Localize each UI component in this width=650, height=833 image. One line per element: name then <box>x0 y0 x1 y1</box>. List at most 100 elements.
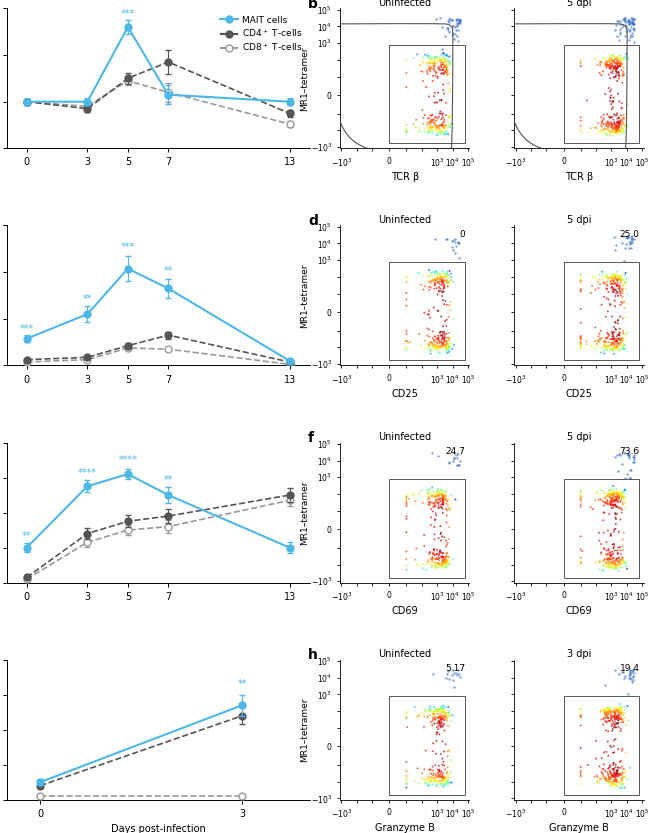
Point <box>618 341 628 354</box>
Point <box>612 490 623 503</box>
Point <box>424 330 434 343</box>
Point <box>619 302 629 315</box>
Point <box>443 346 454 359</box>
Point <box>433 61 443 74</box>
Point <box>433 333 443 347</box>
Point <box>606 776 617 789</box>
Point <box>619 706 630 720</box>
Point <box>615 337 625 350</box>
Point <box>606 769 617 782</box>
Point <box>433 489 443 502</box>
Point <box>575 484 586 497</box>
Point <box>432 125 442 138</box>
Point <box>426 274 437 287</box>
Point <box>601 58 612 72</box>
Point <box>432 770 443 783</box>
Point <box>429 340 439 353</box>
Point <box>619 276 630 289</box>
Point <box>607 486 618 499</box>
Point <box>595 333 605 347</box>
X-axis label: CD25: CD25 <box>391 389 418 399</box>
Point <box>598 770 608 783</box>
Point <box>442 554 452 567</box>
Point <box>612 560 622 573</box>
Point <box>430 232 440 246</box>
Point <box>619 496 630 510</box>
Point <box>608 267 619 281</box>
Point <box>441 118 451 132</box>
Point <box>594 534 604 547</box>
Point <box>612 500 623 513</box>
Point <box>436 716 447 729</box>
Point <box>609 116 619 129</box>
Point <box>413 267 424 280</box>
Point <box>597 563 607 576</box>
Point <box>433 128 443 142</box>
Point <box>424 304 434 317</box>
Point <box>424 704 434 717</box>
Point <box>618 709 628 722</box>
Point <box>424 127 434 140</box>
Point <box>598 718 608 731</box>
Point <box>606 548 616 561</box>
Point <box>432 343 442 357</box>
Point <box>436 560 447 573</box>
Point <box>604 707 614 721</box>
Point <box>603 58 613 72</box>
Point <box>442 63 452 77</box>
Point <box>450 448 461 461</box>
Point <box>437 116 448 129</box>
Point <box>440 268 450 282</box>
Point <box>613 494 623 507</box>
Point <box>599 506 610 519</box>
Point <box>434 110 444 123</box>
Point <box>610 704 621 717</box>
Point <box>422 776 432 790</box>
Point <box>592 769 602 782</box>
Point <box>624 25 634 38</box>
Point <box>437 704 447 717</box>
Point <box>609 118 619 132</box>
Point <box>593 493 604 506</box>
Point <box>619 120 630 133</box>
Point <box>616 767 626 781</box>
Point <box>612 123 623 137</box>
Point <box>432 96 443 109</box>
Point <box>602 128 612 142</box>
Point <box>625 471 635 485</box>
Point <box>426 268 437 282</box>
Point <box>419 123 429 137</box>
Point <box>437 491 448 505</box>
Point <box>439 710 450 723</box>
Point <box>600 706 610 719</box>
Point <box>619 268 630 282</box>
Point <box>436 544 446 557</box>
Point <box>625 471 636 485</box>
Point <box>435 558 445 571</box>
Point <box>613 767 623 781</box>
Point <box>426 337 436 350</box>
Point <box>426 486 436 500</box>
Point <box>434 122 444 136</box>
Point <box>441 534 451 547</box>
Point <box>608 537 619 551</box>
Point <box>615 501 625 515</box>
Point <box>423 778 434 791</box>
Point <box>432 271 443 284</box>
Point <box>613 332 623 346</box>
Point <box>610 497 620 511</box>
Point <box>601 706 612 720</box>
Point <box>452 451 462 465</box>
Point <box>440 550 450 563</box>
Point <box>441 267 452 281</box>
Point <box>610 768 621 781</box>
Point <box>424 763 434 776</box>
Point <box>605 766 616 779</box>
Point <box>401 287 411 300</box>
Point <box>608 271 618 284</box>
Point <box>596 118 606 132</box>
Point <box>441 342 452 355</box>
Point <box>439 710 450 723</box>
Point <box>605 488 616 501</box>
Point <box>575 337 586 351</box>
